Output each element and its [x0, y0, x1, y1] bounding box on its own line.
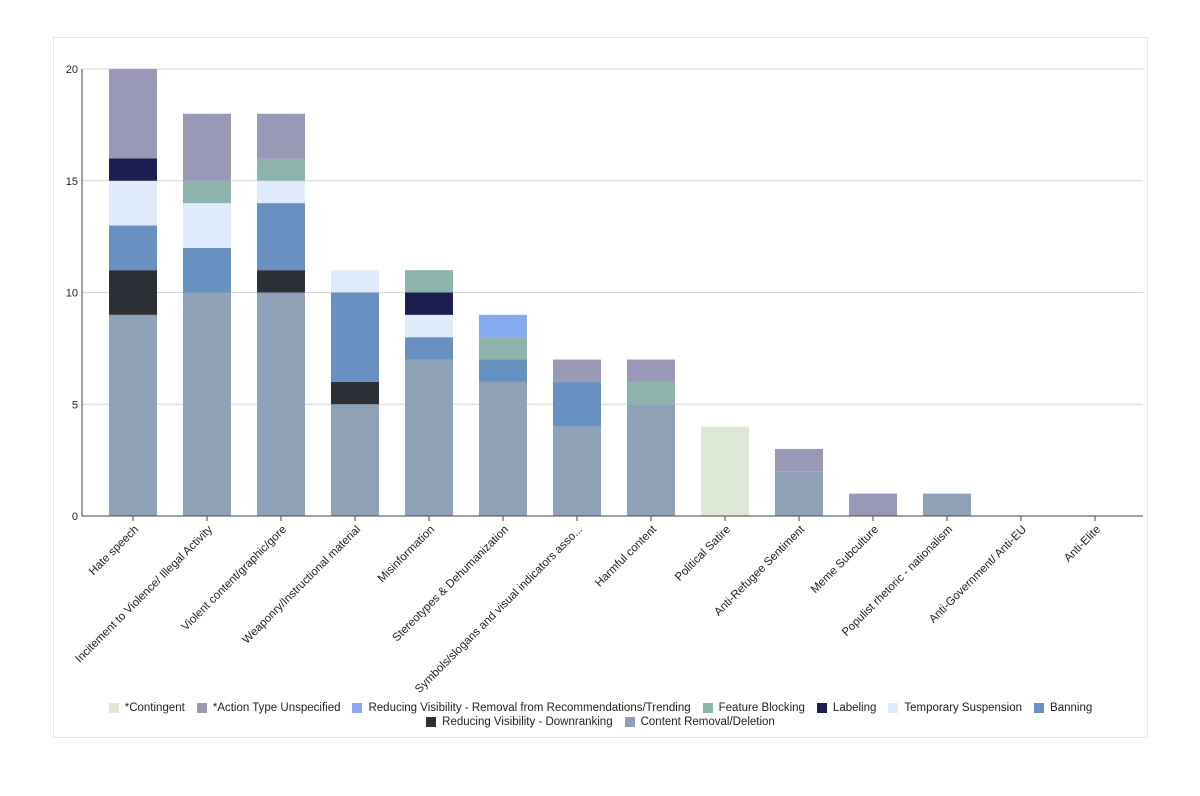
x-tick-label: Symbols/slogans and visual indicators as… [413, 524, 585, 696]
legend-swatch [426, 717, 437, 727]
bar-segment [109, 158, 157, 181]
y-axis-ticks: 0 5 10 15 20 [66, 64, 78, 523]
bar-segment [331, 404, 379, 516]
bar-segment [109, 270, 157, 315]
bar-segment [109, 225, 157, 271]
bar-segment [257, 113, 305, 159]
bar-segment [405, 270, 453, 293]
legend-item[interactable]: Content Removal/Deletion [624, 716, 775, 728]
legend-item[interactable]: *Action Type Unspecified [196, 702, 341, 714]
bar-segment [849, 493, 897, 516]
bar-segment [627, 404, 675, 516]
legend-swatch [1034, 703, 1045, 713]
y-tick-label: 20 [66, 64, 78, 76]
legend-item[interactable]: Feature Blocking [702, 702, 805, 714]
axes [81, 69, 1143, 521]
bar-segment [553, 426, 601, 516]
legend-label: Feature Blocking [718, 702, 805, 714]
bar-segment [183, 247, 231, 293]
x-tick-label: Weaponry/Instructional material [240, 524, 363, 647]
x-tick-label: Stereotypes & Dehumanization [391, 524, 512, 645]
bars [109, 69, 971, 516]
legend-label: Banning [1050, 702, 1093, 714]
bar-segment [331, 292, 379, 382]
bar-segment [109, 180, 157, 226]
bar-segment [627, 381, 675, 405]
legend-label: *Action Type Unspecified [212, 702, 341, 714]
y-tick-label: 15 [66, 176, 78, 188]
y-tick-label: 10 [66, 288, 78, 300]
x-tick-label: Misinformation [376, 524, 437, 585]
legend-item[interactable]: *Contingent [108, 702, 185, 714]
bar-segment [627, 359, 675, 382]
bar-segment [257, 270, 305, 293]
bar-segment [183, 180, 231, 204]
bar-segment [775, 448, 823, 472]
legend-swatch [816, 703, 827, 713]
legend-swatch [108, 703, 119, 713]
bar-segment [331, 381, 379, 405]
bar-segment [405, 359, 453, 516]
legend-label: Content Removal/Deletion [640, 716, 775, 728]
legend-swatch [702, 703, 713, 713]
legend-label: Temporary Suspension [904, 702, 1023, 714]
gridlines [82, 68, 1143, 405]
legend-item[interactable]: Reducing Visibility - Downranking [426, 716, 613, 728]
legend-item[interactable]: Temporary Suspension [888, 702, 1022, 714]
x-tick-label: Anti-Elite [1062, 524, 1103, 565]
legend-swatch [196, 703, 207, 713]
bar-segment [257, 292, 305, 516]
bar-segment [479, 381, 527, 516]
x-tick-label: Incitement to Violence/ Illegal Activity [73, 523, 215, 665]
bar-segment [405, 337, 453, 360]
legend-item[interactable]: Reducing Visibility - Removal from Recom… [352, 702, 691, 714]
x-tick-label: Hate speech [87, 524, 141, 578]
bar-segment [701, 426, 749, 516]
bar-segment [183, 203, 231, 248]
bar-segment [331, 270, 379, 293]
bar-segment [257, 180, 305, 204]
legend-label: Labeling [832, 702, 877, 714]
bar-segment [775, 471, 823, 516]
bar-segment [109, 314, 157, 516]
bar-segment [553, 359, 601, 382]
legend-swatch [624, 717, 635, 727]
bar-segment [479, 314, 527, 338]
bar-segment [405, 314, 453, 338]
legend: *Contingent *Action Type Unspecified Reduc… [53, 702, 1148, 728]
bar-segment [183, 113, 231, 181]
legend-swatch [888, 703, 899, 713]
x-tick-label: Political Satire [673, 524, 733, 584]
bar-segment [923, 493, 971, 516]
bar-segment [257, 203, 305, 271]
bar-segment [479, 337, 527, 360]
x-tick-label: Meme Subculture [809, 524, 881, 596]
y-tick-label: 5 [72, 399, 78, 411]
bar-segment [479, 359, 527, 382]
legend-swatch [352, 703, 363, 713]
legend-label: *Contingent [124, 702, 185, 714]
bar-segment [553, 381, 601, 427]
bar-segment [183, 292, 231, 516]
bar-segment [405, 292, 453, 315]
legend-label: Reducing Visibility - Removal from Recom… [368, 702, 691, 714]
legend-item[interactable]: Banning [1034, 702, 1092, 714]
bar-segment [257, 158, 305, 181]
legend-item[interactable]: Labeling [816, 702, 877, 714]
legend-label: Reducing Visibility - Downranking [442, 716, 613, 728]
y-tick-label: 0 [72, 511, 78, 523]
bar-segment [109, 69, 157, 159]
x-tick-label: Harmful content [593, 523, 659, 589]
